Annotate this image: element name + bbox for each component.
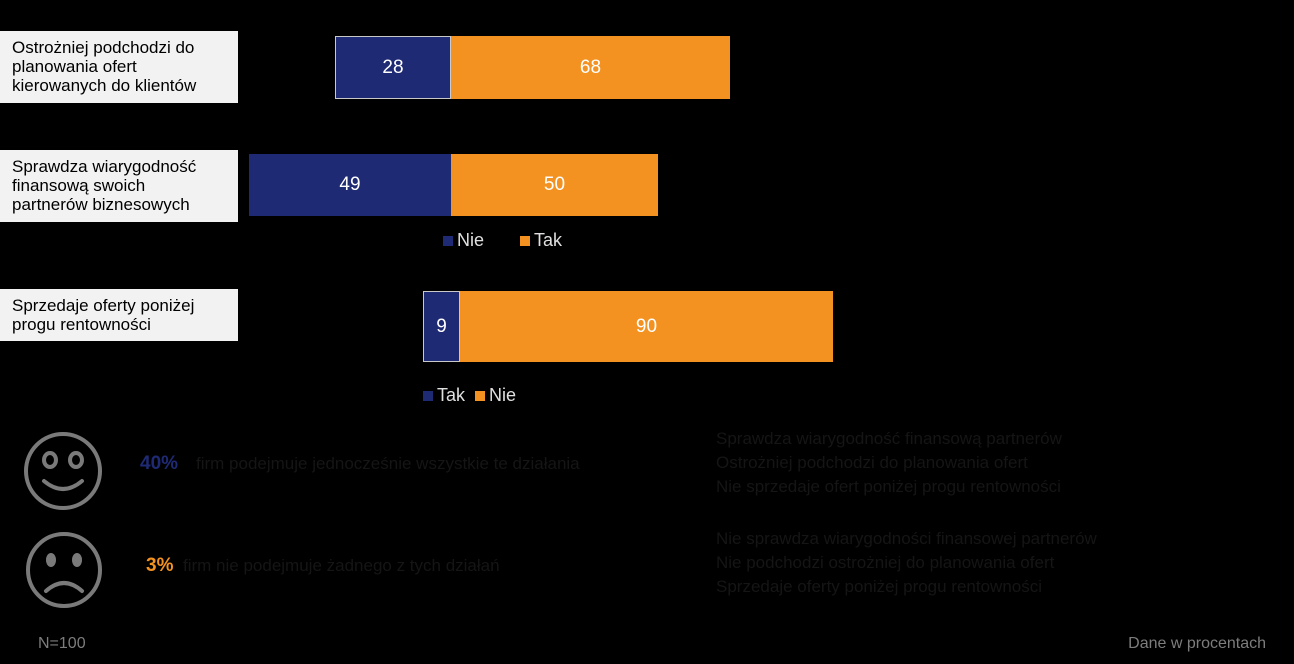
data-label: 28: [382, 56, 404, 78]
note-all-actions: Sprawdza wiarygodność finansową partneró…: [716, 427, 1062, 499]
data-label: 9: [436, 315, 447, 337]
happy-description: firm podejmuje jednocześnie wszystkie te…: [196, 454, 580, 473]
category-label-line: partnerów biznesowych: [12, 195, 190, 214]
category-label-line: planowania ofert: [12, 57, 137, 76]
note-line: Ostrożniej podchodzi do planowania ofert: [716, 453, 1028, 472]
bar-segment-nie: 90: [460, 291, 833, 362]
data-label: 49: [339, 174, 361, 195]
legend-label: Nie: [457, 230, 485, 250]
data-label: 50: [543, 174, 566, 195]
sad-description: firm nie podejmuje żadnego z tych działa…: [183, 556, 500, 575]
bar-segment-nie: 49: [249, 154, 451, 216]
category-label-3: Sprzedaje oferty poniżej progu rentownoś…: [0, 289, 238, 341]
legend-item-tak: Tak: [520, 230, 562, 251]
data-label: 68: [579, 56, 602, 78]
legend-label: Tak: [437, 385, 466, 405]
data-label: 90: [635, 315, 658, 337]
legend-swatch: [475, 390, 486, 401]
note-line: Sprzedaje oferty poniżej progu rentownoś…: [716, 577, 1043, 596]
category-label-2: Sprawdza wiarygodność finansową swoich p…: [0, 150, 238, 222]
bar-segment-tak: 9: [423, 291, 460, 362]
legend-item-nie: Nie: [475, 385, 516, 406]
legend-swatch: [520, 235, 531, 246]
category-label-line: kierowanych do klientów: [12, 76, 197, 95]
category-label-line: Sprawdza wiarygodność: [12, 157, 197, 176]
unit-note: Dane w procentach: [1128, 635, 1266, 652]
legend-label: Nie: [489, 385, 517, 405]
legend-item-tak: Tak: [423, 385, 465, 406]
category-label-line: finansową swoich: [12, 176, 146, 195]
note-line: Sprawdza wiarygodność finansową partneró…: [716, 429, 1062, 448]
sad-percentage: 3%: [146, 555, 174, 576]
legend-item-nie: Nie: [443, 230, 484, 251]
legend-1: Nie Tak: [443, 230, 592, 251]
legend-swatch: [423, 390, 433, 401]
category-label-line: Sprzedaje oferty poniżej: [12, 296, 195, 315]
note-line: Nie sprzedaje ofert poniżej progu rentow…: [716, 477, 1061, 496]
happy-percentage: 40%: [140, 453, 179, 474]
note-line: Nie sprawdza wiarygodności finansowej pa…: [716, 529, 1097, 548]
note-no-actions: Nie sprawdza wiarygodności finansowej pa…: [716, 527, 1097, 599]
note-line: Nie podchodzi ostrożniej do planowania o…: [716, 553, 1055, 572]
category-label-line: Ostrożniej podchodzi do: [12, 38, 195, 57]
legend-swatch: [443, 235, 453, 246]
legend-label: Tak: [534, 230, 563, 250]
bar-segment-tak: 68: [451, 36, 730, 99]
bar-segment-tak: 50: [451, 154, 658, 216]
category-label-line: progu rentowności: [12, 315, 151, 334]
bar-segment-nie: 28: [335, 36, 451, 99]
category-label-1: Ostrożniej podchodzi do planowania ofert…: [0, 31, 238, 103]
sample-size: N=100: [38, 635, 86, 652]
smiley-face-icon: [24, 432, 102, 510]
legend-2: Tak Nie: [423, 385, 546, 406]
sad-face-icon: [26, 532, 102, 608]
